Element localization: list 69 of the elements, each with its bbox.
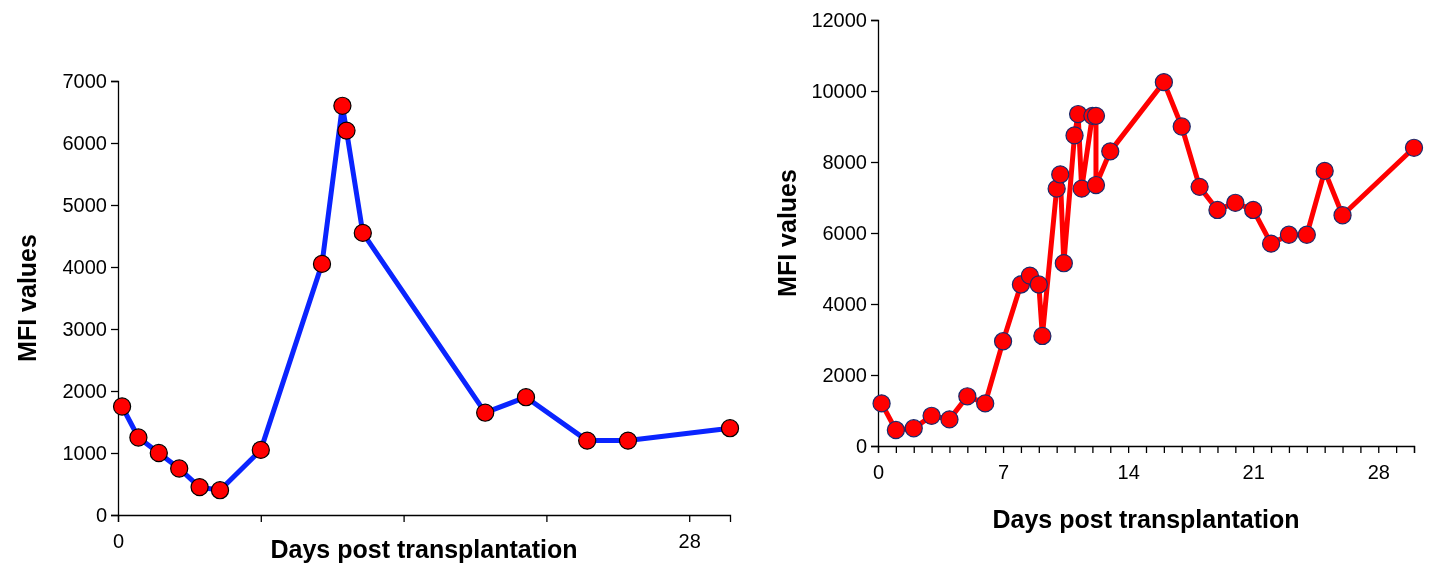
- y-tick-label: 6000: [62, 131, 107, 154]
- point: [1101, 142, 1120, 161]
- y-axis-title: MFI values: [773, 169, 801, 297]
- point: [1154, 72, 1174, 92]
- point: [312, 254, 332, 274]
- y-tick-label: 8000: [822, 150, 867, 173]
- x-tick-label: 21: [1242, 461, 1265, 484]
- point: [1054, 254, 1073, 273]
- point: [1208, 200, 1227, 220]
- point: [1086, 175, 1106, 195]
- y-tick-label: 4000: [822, 292, 867, 315]
- point: [129, 428, 148, 447]
- point: [190, 477, 209, 497]
- x-axis-title: Days post transplantation: [270, 535, 578, 563]
- y-tick-label: 12000: [811, 8, 867, 31]
- point: [976, 394, 995, 413]
- point: [1172, 117, 1191, 136]
- point: [958, 387, 977, 406]
- point: [353, 223, 372, 243]
- point: [210, 481, 230, 500]
- point: [333, 96, 352, 115]
- x-tick-label: 28: [678, 530, 701, 553]
- point: [904, 419, 923, 438]
- point: [149, 443, 168, 463]
- y-tick-label: 3000: [62, 317, 107, 340]
- y-tick-label: 2000: [62, 379, 107, 402]
- y-tick-label: 5000: [62, 193, 107, 216]
- point: [618, 431, 638, 450]
- point: [1297, 225, 1316, 244]
- point: [1190, 177, 1209, 196]
- point: [112, 397, 132, 416]
- point: [1086, 106, 1106, 125]
- x-tick-label: 28: [1367, 461, 1390, 484]
- y-tick-label: 2000: [822, 363, 867, 386]
- point: [886, 420, 906, 440]
- x-tick-label: 7: [998, 461, 1010, 484]
- point: [337, 121, 356, 140]
- point: [1029, 275, 1048, 294]
- y-tick-label: 0: [95, 503, 107, 526]
- point: [1404, 138, 1424, 157]
- point: [170, 459, 189, 478]
- y-tick-label: 7000: [62, 69, 107, 92]
- point: [476, 403, 495, 422]
- point: [940, 410, 959, 429]
- point: [1333, 206, 1352, 225]
- point: [720, 419, 740, 438]
- point: [1315, 161, 1334, 181]
- point: [1033, 326, 1052, 346]
- y-tick-label: 0: [855, 434, 867, 457]
- point: [1261, 234, 1281, 253]
- y-tick-label: 4000: [62, 255, 107, 278]
- point: [1244, 200, 1263, 220]
- point: [1051, 165, 1070, 184]
- x-tick-label: 0: [872, 461, 885, 484]
- y-tick-label: 1000: [62, 441, 107, 464]
- point: [251, 440, 270, 460]
- point: [1226, 193, 1245, 212]
- y-tick-label: 10000: [811, 79, 867, 102]
- point: [1065, 126, 1084, 145]
- point: [993, 332, 1013, 351]
- point: [578, 431, 597, 450]
- x-tick-label: 14: [1117, 461, 1140, 484]
- point: [922, 406, 941, 425]
- y-axis-title: MFI values: [13, 234, 41, 362]
- point: [516, 388, 536, 407]
- y-tick-label: 6000: [822, 221, 867, 244]
- point: [872, 394, 891, 413]
- x-axis-title: Days post transplantation: [992, 505, 1300, 533]
- point: [1279, 225, 1299, 244]
